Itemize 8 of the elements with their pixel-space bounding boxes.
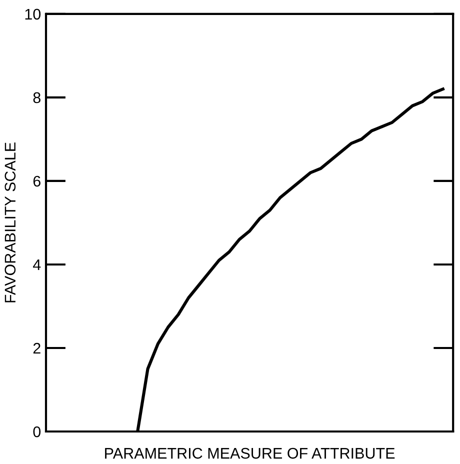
y-tick-label: 10 — [25, 8, 41, 20]
y-tick-label: 2 — [33, 342, 40, 354]
y-axis-title: FAVORABILITY SCALE — [4, 142, 16, 302]
y-tick-label: 0 — [33, 426, 41, 438]
y-tick-label: 8 — [33, 92, 40, 104]
y-tick-label: 6 — [33, 176, 40, 187]
y-tick-label: 4 — [32, 260, 41, 270]
x-axis-title: PARAMETRIC MEASURE OF ATTRIBUTE — [105, 448, 395, 459]
